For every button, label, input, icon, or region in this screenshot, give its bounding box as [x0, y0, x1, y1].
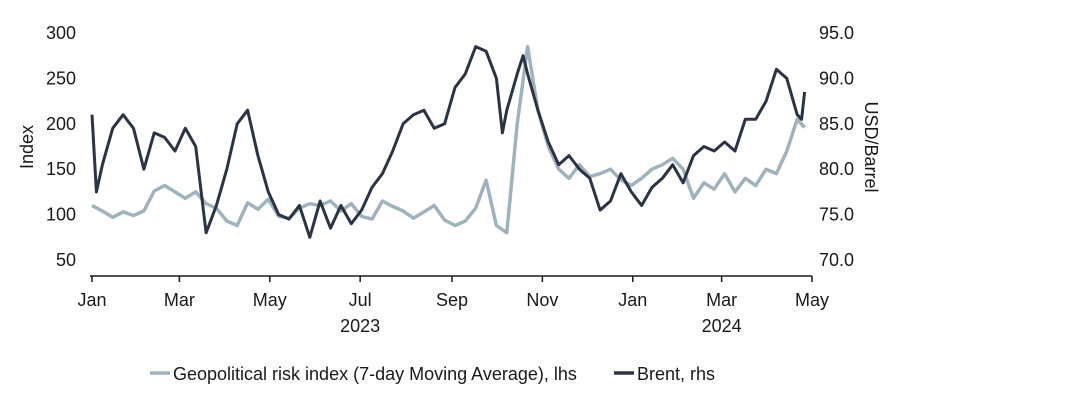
x-tick-label: May — [253, 290, 287, 310]
left-tick-label: 200 — [46, 114, 76, 134]
right-tick-label: 75.0 — [819, 205, 854, 225]
series-line-geopolitical-risk — [91, 44, 806, 235]
series-line-brent — [90, 45, 807, 239]
x-tick-label: Jan — [618, 290, 647, 310]
right-tick-label: 70.0 — [819, 250, 854, 270]
x-year-label: 2024 — [702, 316, 742, 336]
left-tick-label: 50 — [56, 250, 76, 270]
legend-label-geopolitical: Geopolitical risk index (7-day Moving Av… — [173, 364, 577, 384]
right-tick-label: 85.0 — [819, 114, 854, 134]
x-tick-label: Sep — [436, 290, 468, 310]
x-tick-label: Nov — [526, 290, 558, 310]
x-year-labels: 2023 2024 — [340, 316, 742, 336]
x-tick-label: May — [795, 290, 829, 310]
left-tick-label: 100 — [46, 205, 76, 225]
left-tick-label: 300 — [46, 23, 76, 43]
right-tick-label: 90.0 — [819, 68, 854, 88]
x-axis: Jan Mar May Jul Sep Nov Jan Mar May — [77, 276, 829, 310]
legend: Geopolitical risk index (7-day Moving Av… — [150, 364, 715, 384]
right-tick-label: 95.0 — [819, 23, 854, 43]
left-axis-title: Index — [17, 125, 37, 169]
x-tick-label: Mar — [706, 290, 737, 310]
plot-area — [90, 44, 807, 239]
x-tick-label: Mar — [164, 290, 195, 310]
left-tick-label: 150 — [46, 159, 76, 179]
left-tick-label: 250 — [46, 68, 76, 88]
legend-label-brent: Brent, rhs — [637, 364, 715, 384]
x-year-label: 2023 — [340, 316, 380, 336]
right-y-axis: 95.0 90.0 85.0 80.0 75.0 70.0 — [819, 23, 854, 270]
x-tick-label: Jul — [349, 290, 372, 310]
left-y-axis: 300 250 200 150 100 50 — [46, 23, 76, 270]
right-axis-title: USD/Barrel — [861, 101, 881, 192]
right-tick-label: 80.0 — [819, 159, 854, 179]
x-tick-label: Jan — [77, 290, 106, 310]
